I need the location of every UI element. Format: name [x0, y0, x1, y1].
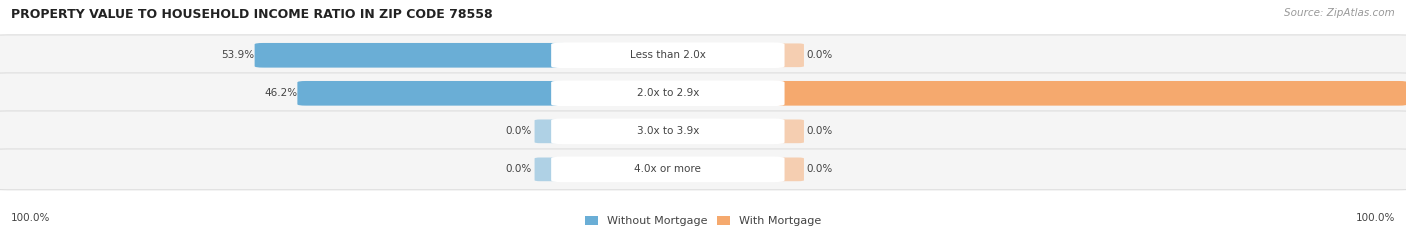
FancyBboxPatch shape: [0, 111, 1406, 152]
FancyBboxPatch shape: [0, 35, 1406, 76]
FancyBboxPatch shape: [551, 80, 785, 106]
FancyBboxPatch shape: [534, 157, 568, 181]
FancyBboxPatch shape: [551, 43, 785, 68]
Text: PROPERTY VALUE TO HOUSEHOLD INCOME RATIO IN ZIP CODE 78558: PROPERTY VALUE TO HOUSEHOLD INCOME RATIO…: [11, 8, 494, 21]
Text: Source: ZipAtlas.com: Source: ZipAtlas.com: [1284, 8, 1395, 18]
FancyBboxPatch shape: [768, 120, 804, 143]
FancyBboxPatch shape: [0, 149, 1406, 190]
FancyBboxPatch shape: [768, 44, 804, 67]
Text: 46.2%: 46.2%: [264, 88, 298, 98]
Text: 3.0x to 3.9x: 3.0x to 3.9x: [637, 126, 699, 136]
Text: 100.0%: 100.0%: [11, 213, 51, 223]
Text: 0.0%: 0.0%: [506, 126, 531, 136]
Text: Less than 2.0x: Less than 2.0x: [630, 50, 706, 60]
Text: 4.0x or more: 4.0x or more: [634, 164, 702, 174]
Text: 0.0%: 0.0%: [807, 50, 832, 60]
FancyBboxPatch shape: [551, 157, 785, 182]
Text: 100.0%: 100.0%: [1355, 213, 1395, 223]
Text: 0.0%: 0.0%: [807, 126, 832, 136]
Text: 53.9%: 53.9%: [222, 50, 254, 60]
FancyBboxPatch shape: [534, 120, 568, 143]
FancyBboxPatch shape: [254, 43, 571, 68]
Text: 0.0%: 0.0%: [506, 164, 531, 174]
FancyBboxPatch shape: [0, 73, 1406, 114]
Text: 0.0%: 0.0%: [807, 164, 832, 174]
FancyBboxPatch shape: [298, 81, 571, 106]
Legend: Without Mortgage, With Mortgage: Without Mortgage, With Mortgage: [585, 216, 821, 226]
FancyBboxPatch shape: [765, 81, 1406, 106]
Text: 2.0x to 2.9x: 2.0x to 2.9x: [637, 88, 699, 98]
FancyBboxPatch shape: [768, 157, 804, 181]
FancyBboxPatch shape: [551, 119, 785, 144]
